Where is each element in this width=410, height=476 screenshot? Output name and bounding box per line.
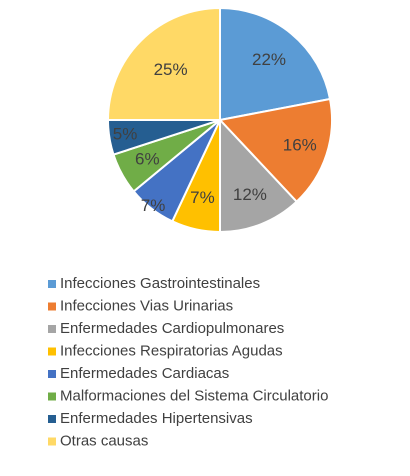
pie-slice [219, 117, 299, 234]
data-label: 12% [233, 185, 267, 204]
legend-label: Infecciones Gastrointestinales [60, 275, 260, 292]
data-label: 7% [141, 196, 166, 215]
legend-label: Infecciones Vias Urinarias [60, 297, 233, 314]
data-label: 7% [190, 188, 215, 207]
legend-swatch [48, 347, 56, 356]
data-label: 5% [113, 125, 138, 144]
pie-slice [219, 6, 332, 122]
legend-label: Malformaciones del Sistema Circulatorio [60, 387, 328, 404]
data-label: 6% [135, 149, 160, 168]
legend-swatch [48, 280, 56, 288]
legend-swatch [48, 370, 56, 378]
legend-swatch [48, 392, 56, 401]
legend-swatch [48, 302, 56, 311]
legend-label: Otras causas [60, 432, 148, 449]
pie-slice [218, 97, 333, 204]
legend-label: Enfermedades Hipertensivas [60, 410, 253, 427]
legend-label: Infecciones Respiratorias Agudas [60, 342, 283, 359]
data-label: 25% [154, 60, 188, 79]
pie-slice [106, 6, 221, 121]
legend-swatch [48, 415, 56, 423]
legend-swatch [48, 325, 56, 333]
legend-label: Enfermedades Cardiacas [60, 365, 229, 382]
legend-label: Enfermedades Cardiopulmonares [60, 320, 284, 337]
data-label: 22% [252, 50, 286, 69]
legend-swatch [48, 437, 56, 446]
data-label: 16% [283, 135, 317, 154]
